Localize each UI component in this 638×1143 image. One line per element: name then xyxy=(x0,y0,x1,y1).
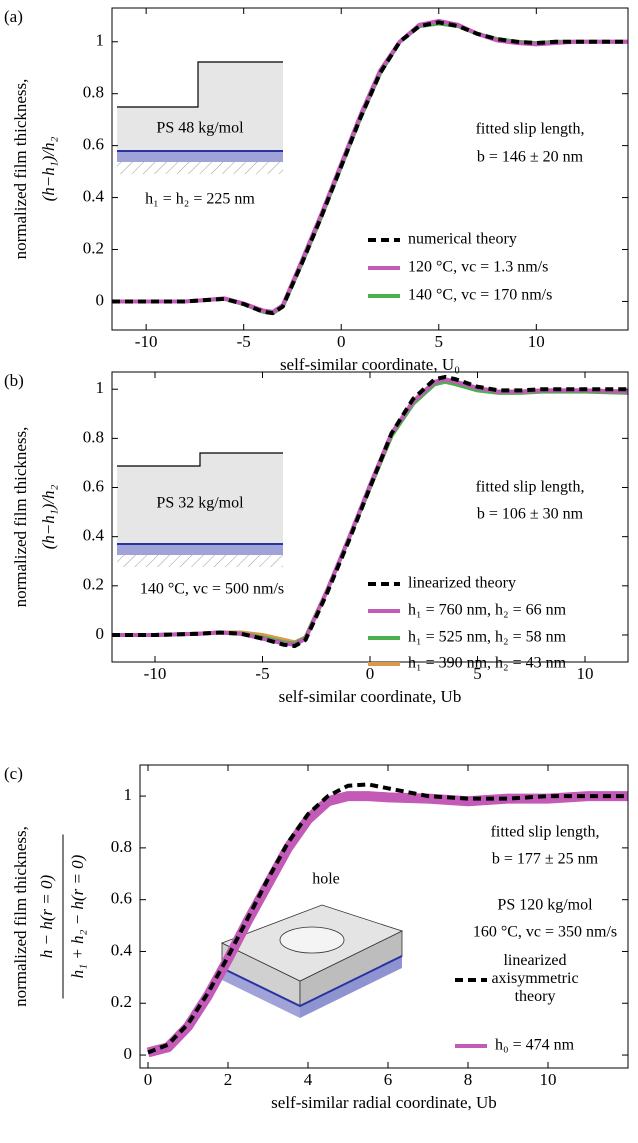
legend-label: h₀ = 474 nm xyxy=(495,1037,575,1054)
inset-hole-schematic xyxy=(220,904,404,1018)
legend-label: h₁ = 525 nm, h₂ = 58 nm xyxy=(408,629,567,646)
x-tick-label: -5 xyxy=(237,332,251,351)
y-tick-label: 1 xyxy=(96,31,105,50)
axes-frame xyxy=(139,764,629,1069)
x-tick-label: 0 xyxy=(337,332,346,351)
y-tick-label: 1 xyxy=(96,378,105,397)
series-line xyxy=(112,20,628,316)
annotation: b = 177 ± 25 nm xyxy=(492,851,599,868)
x-axis-label: self-similar coordinate, Ub xyxy=(279,687,462,706)
y-tick-label: 0.8 xyxy=(111,837,132,856)
x-tick-label: -10 xyxy=(135,332,158,351)
y-tick-label: 0.2 xyxy=(83,575,104,594)
y-tick-label: 0.8 xyxy=(83,83,104,102)
legend-label: numerical theory xyxy=(408,231,517,248)
x-tick-label: 5 xyxy=(435,332,444,351)
annotation: fitted slip length, xyxy=(491,824,600,841)
y-tick-label: 0.6 xyxy=(83,476,104,495)
y-tick-label: 0.4 xyxy=(83,186,105,205)
annotation: PS 48 kg/mol xyxy=(156,120,244,137)
y-tick-label: 0 xyxy=(96,290,105,309)
annotation: fitted slip length, xyxy=(476,479,585,496)
plot-area xyxy=(112,374,628,649)
y-axis-label: normalized film thickness, xyxy=(11,826,30,1007)
annotation: PS 120 kg/mol xyxy=(497,897,593,914)
x-tick-label: -5 xyxy=(255,664,269,683)
panel-label: (b) xyxy=(4,371,24,390)
annotation: PS 32 kg/mol xyxy=(156,495,244,512)
x-tick-label: 10 xyxy=(577,664,594,683)
x-tick-label: 0 xyxy=(144,1070,153,1089)
legend-label: linearized axisymmetric theory xyxy=(491,952,579,1005)
legend-label: linearized theory xyxy=(408,575,516,592)
y-axis-label: normalized film thickness, xyxy=(11,79,30,260)
x-axis-label: self-similar radial coordinate, Ub xyxy=(271,1093,497,1112)
legend-label: h₁ = 760 nm, h₂ = 66 nm xyxy=(408,602,567,619)
y-axis-label: (h−h₁)/h₂ xyxy=(39,484,58,549)
legend-label-box: linearized axisymmetric theory xyxy=(491,952,579,1005)
annotation: h₁ = h₂ = 225 nm xyxy=(145,191,255,208)
x-tick-label: 4 xyxy=(304,1070,313,1089)
series-line xyxy=(112,374,628,649)
y-axis-label: (h−h₁)/h₂ xyxy=(39,136,58,201)
y-tick-label: 0.6 xyxy=(83,135,104,154)
x-tick-label: 5 xyxy=(473,664,482,683)
y-tick-label: 0.6 xyxy=(111,889,132,908)
annotation: b = 146 ± 20 nm xyxy=(477,149,584,166)
x-tick-label: -10 xyxy=(144,664,167,683)
x-tick-label: 8 xyxy=(464,1070,473,1089)
series-line xyxy=(147,782,628,1055)
x-tick-label: 10 xyxy=(540,1070,557,1089)
y-tick-label: 0.4 xyxy=(83,526,105,545)
legend-label: h₁ = 390 nm, h₂ = 43 nm xyxy=(408,655,567,672)
inset-schematic-a xyxy=(117,61,283,174)
annotation: b = 106 ± 30 nm xyxy=(477,506,584,523)
y-axis-label-numerator: h − h(r = 0) xyxy=(37,874,56,958)
y-tick-label: 0.4 xyxy=(111,940,133,959)
y-axis-label-denominator: h₁ + h₂ − h(r = 0) xyxy=(68,854,87,978)
x-tick-label: 6 xyxy=(384,1070,393,1089)
y-tick-label: 1 xyxy=(124,785,133,804)
y-tick-label: 0.2 xyxy=(111,992,132,1011)
plot-area xyxy=(112,18,628,316)
annotation: fitted slip length, xyxy=(476,121,585,138)
y-tick-label: 0 xyxy=(96,624,105,643)
x-tick-label: 0 xyxy=(366,664,375,683)
y-tick-label: 0.2 xyxy=(83,238,104,257)
annotation: 160 °C, vc = 350 nm/s xyxy=(473,924,617,941)
panel-label: (a) xyxy=(4,7,23,26)
plot-area xyxy=(146,782,628,1058)
inset-schematic-b xyxy=(117,452,283,567)
annotation: hole xyxy=(312,871,340,888)
legend-label: 140 °C, vc = 170 nm/s xyxy=(408,287,552,304)
legend-label: 120 °C, vc = 1.3 nm/s xyxy=(408,259,548,276)
axes-frame xyxy=(111,7,629,331)
x-tick-label: 2 xyxy=(224,1070,233,1089)
panel-label: (c) xyxy=(4,764,23,783)
annotation: 140 °C, vc = 500 nm/s xyxy=(140,581,284,598)
y-tick-label: 0.8 xyxy=(83,427,104,446)
y-axis-label: normalized film thickness, xyxy=(11,427,30,608)
y-tick-label: 0 xyxy=(124,1044,133,1063)
x-tick-label: 10 xyxy=(528,332,545,351)
x-axis-label: self-similar coordinate, U₀ xyxy=(280,355,460,374)
